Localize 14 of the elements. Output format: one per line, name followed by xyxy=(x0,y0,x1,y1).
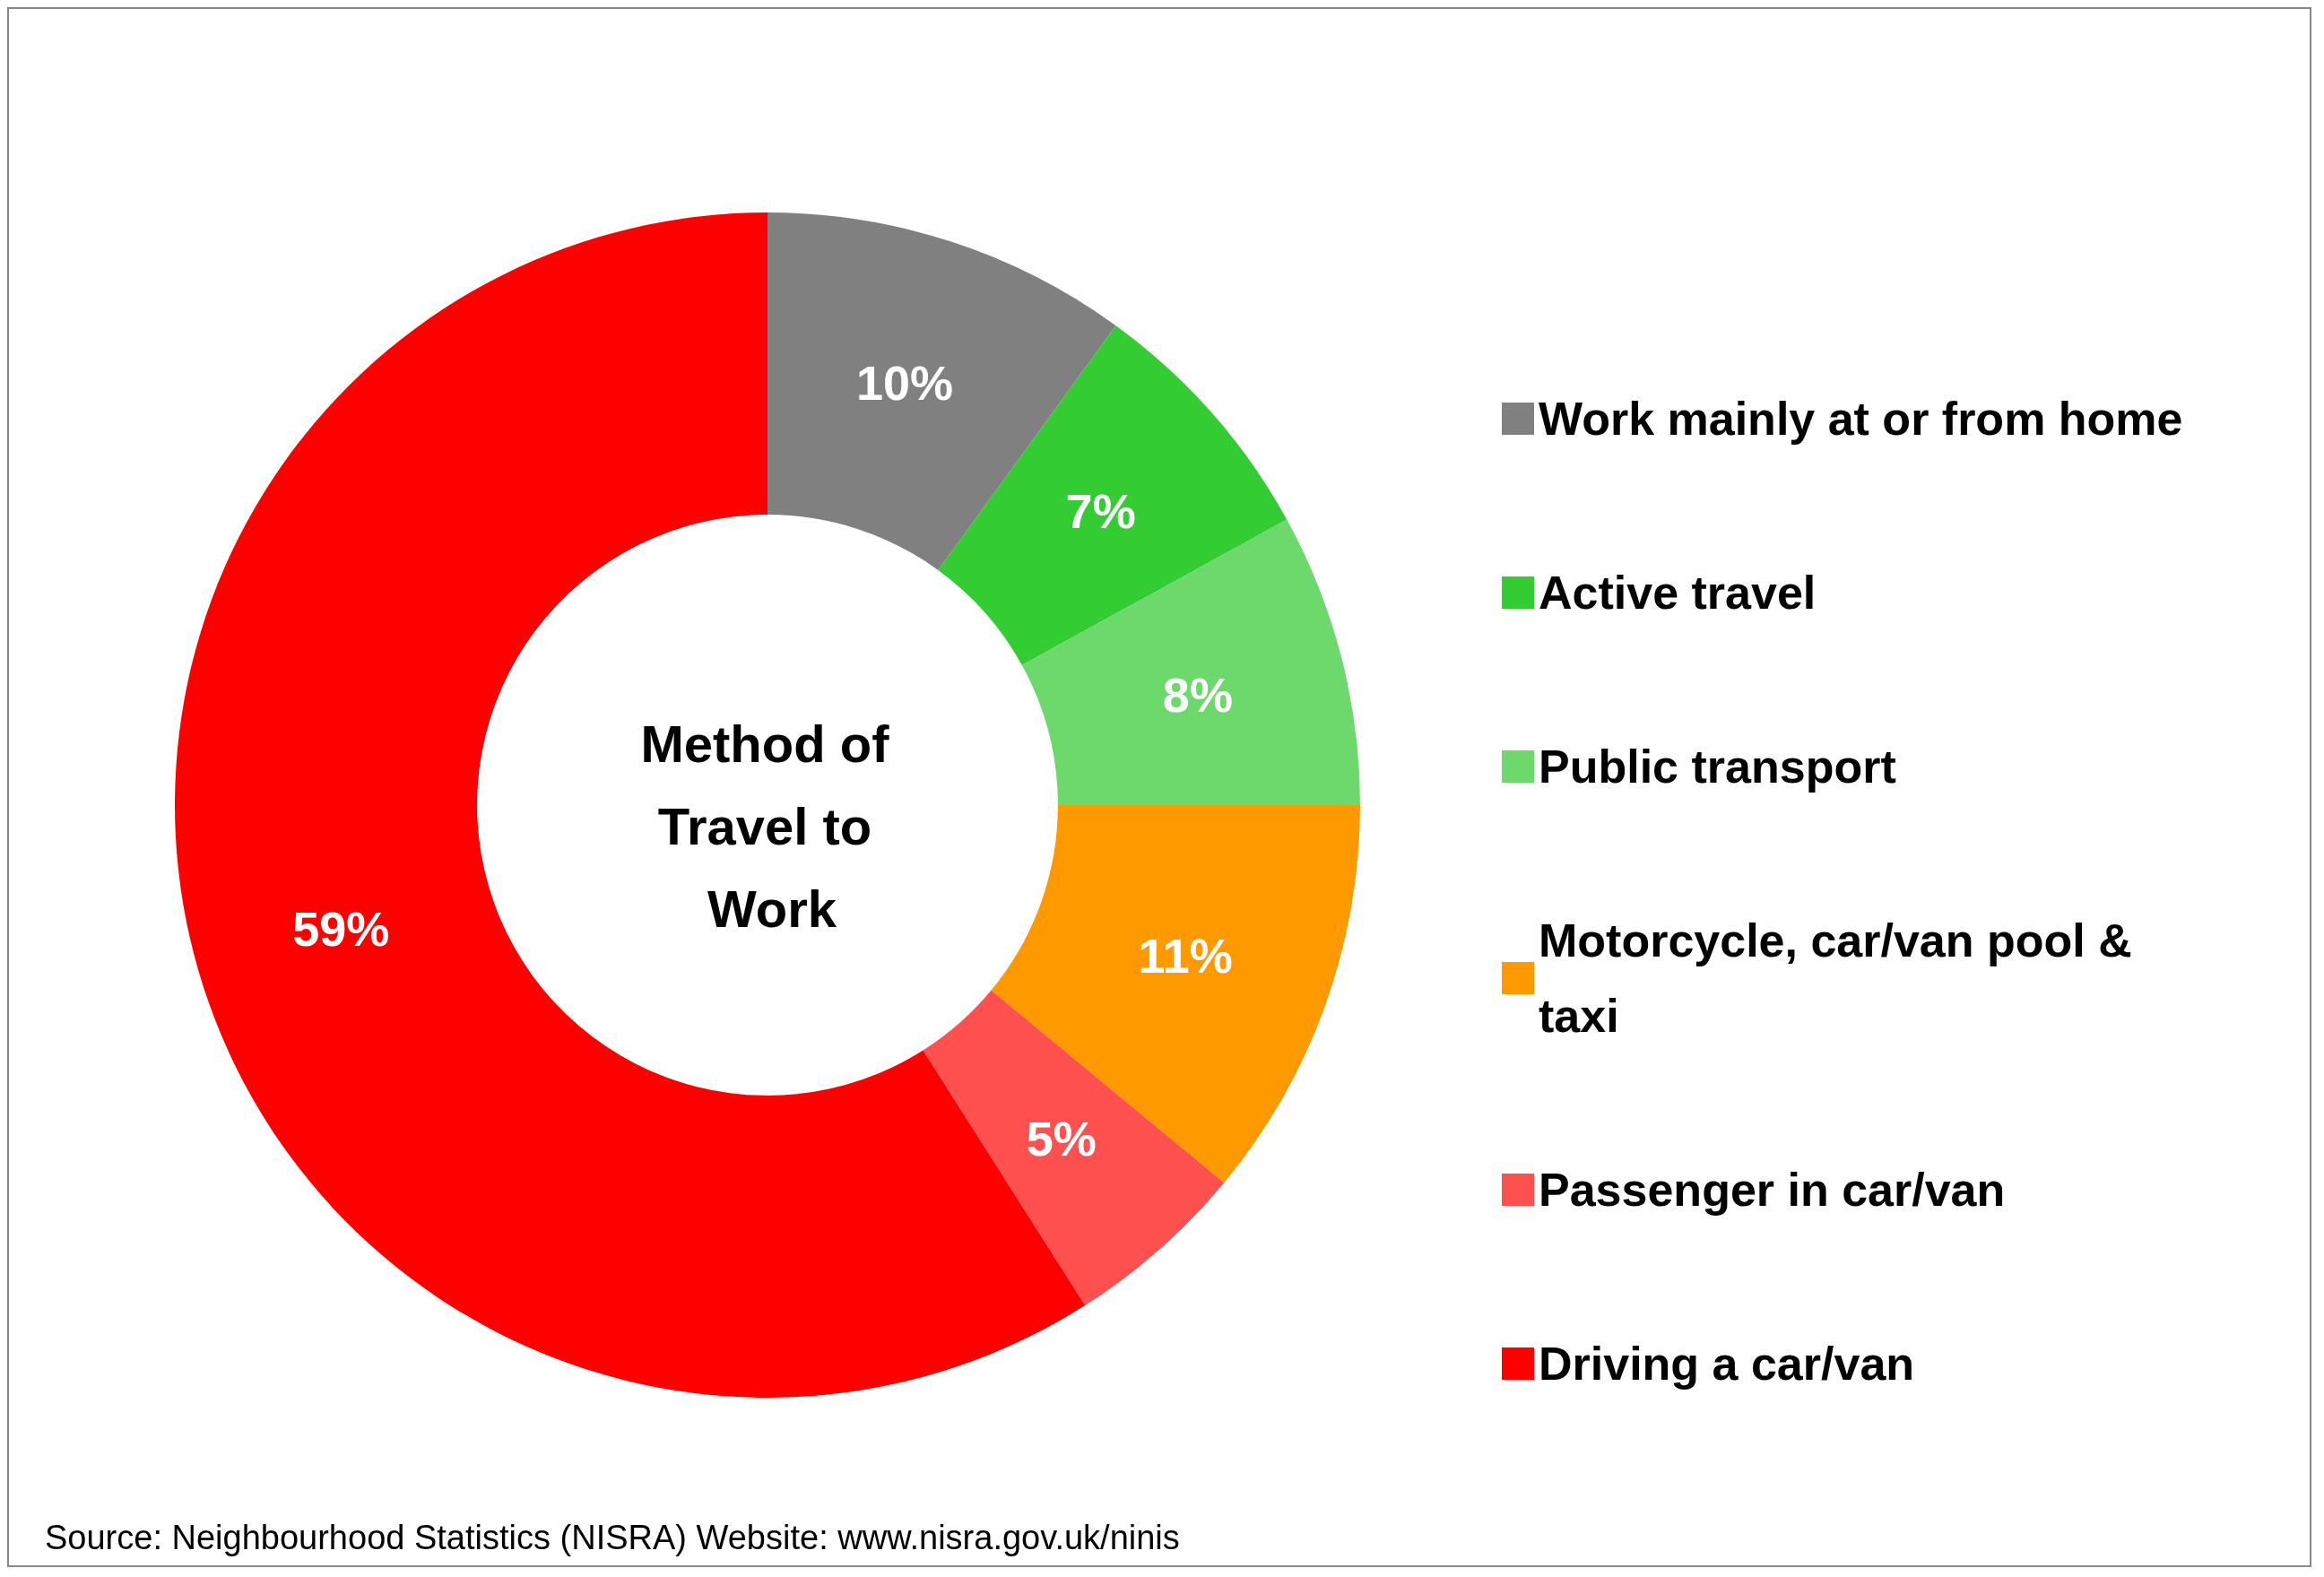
legend-label: Passenger in car/van xyxy=(1539,1164,2006,1216)
legend-label: Motorcycle, car/van pool & taxi xyxy=(1539,914,2146,1042)
data-label: 10% xyxy=(856,355,954,410)
legend-label: Driving a car/van xyxy=(1539,1338,1915,1390)
legend-label: Work mainly at or from home xyxy=(1539,393,2183,445)
data-label: 59% xyxy=(292,902,390,957)
source-note: Source: Neighbourhood Statistics (NISRA) Website: www.nisra.gov.uk/ninis xyxy=(45,1519,1180,1556)
data-label: 8% xyxy=(1162,667,1233,722)
data-label: 7% xyxy=(1065,484,1136,539)
text: Method of Travel to Work xyxy=(640,714,904,938)
data-label: 11% xyxy=(1138,928,1233,983)
legend-label: Public transport xyxy=(1539,741,1896,793)
data-label: 5% xyxy=(1026,1111,1097,1165)
legend-label: Active travel xyxy=(1539,567,1817,619)
